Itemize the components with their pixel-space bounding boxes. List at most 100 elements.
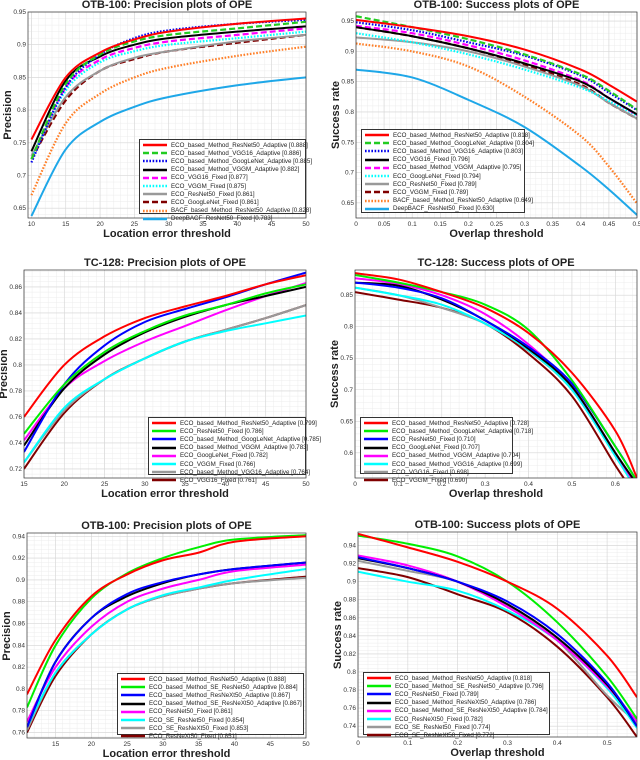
legend-label: ECO_VGG16_Fixed [0.796] [393, 156, 470, 164]
legend-swatch [364, 471, 388, 474]
legend-item: ECO_based_Method_VGG16_Adaptive [0.699] [363, 460, 522, 468]
series-line [27, 561, 306, 728]
legend-swatch [367, 693, 391, 696]
y-tick-label: 0.76 [9, 414, 22, 421]
y-tick-label: 0.85 [341, 79, 354, 86]
legend-swatch [143, 193, 167, 196]
x-tick-label: 0.2 [464, 221, 473, 228]
y-tick-label: 0.84 [343, 633, 356, 640]
legend-swatch [121, 686, 145, 689]
series-line [27, 535, 306, 695]
legend-swatch [365, 174, 389, 178]
legend-item: DeepBACF_ResNet50_Fixed [0.783] [142, 215, 303, 223]
y-tick-label: 0.76 [343, 705, 356, 712]
y-tick-label: 0.8 [345, 109, 354, 116]
x-tick-label: 0.5 [603, 740, 612, 747]
x-tick-label: 40 [222, 481, 230, 488]
series-line [24, 285, 306, 447]
legend-label: ECO_based_Method_GoogLeNet_Adaptive [0.8… [171, 157, 313, 165]
y-tick-label: 0.92 [343, 561, 356, 568]
legend-swatch [152, 454, 176, 458]
x-tick-label: 35 [195, 741, 203, 748]
x-tick-label: 0.1 [403, 740, 412, 747]
y-tick-label: 0.95 [341, 18, 354, 25]
legend-label: ECO_ResNeXt50_Fixed [0.782] [395, 715, 483, 723]
legend-item: ECO_VGG16_Fixed [0.761] [151, 476, 303, 484]
series-line [30, 25, 306, 152]
series-line [355, 274, 637, 478]
x-tick-label: 0.3 [520, 221, 529, 228]
x-tick-label: 0.2 [437, 481, 446, 488]
x-tick-label: 10 [28, 221, 36, 228]
legend-label: ECO_based_Method_SE_ResNet50_Adaptive [0… [395, 682, 544, 690]
legend-item: ECO_VGGM_Fixed [0.766] [151, 460, 303, 468]
legend-swatch [364, 438, 388, 441]
legend-label: ECO_based_Method_VGGM_Adaptive [0.704] [392, 452, 521, 460]
x-tick-label: 15 [20, 481, 28, 488]
legend-item: DeepBACF_ResNet50_Fixed [0.630] [364, 205, 522, 213]
legend-item: ECO_based_Method_ResNet50_Adaptive [0.88… [142, 141, 308, 149]
axes-frame [354, 269, 638, 479]
legend-item: ECO_based_Method_GoogLeNet_Adaptive [0.7… [151, 435, 321, 443]
x-axis-label: Location error threshold [102, 748, 231, 760]
legend-item: ECO_based_Method_ResNet50_Adaptive [0.72… [363, 419, 529, 427]
legend-label: ECO_based_Method_SE_ResNeXt50_Adaptive [… [149, 700, 302, 708]
x-tick-label: 40 [231, 741, 239, 748]
legend-label: ECO_ResNet50_Fixed [0.789] [395, 690, 479, 698]
legend-item: ECO_based_Method_SE_ResNeXt50_Adaptive [… [366, 707, 548, 715]
legend-item: ECO_based_Method_VGG16_Adaptive [0.764] [151, 468, 310, 476]
axes-frame [355, 11, 638, 219]
legend-swatch [143, 160, 167, 163]
series-line [27, 534, 306, 708]
legend-label: ECO_based_Method_GoogLeNet_Adaptive [0.8… [393, 139, 535, 147]
y-tick-label: 0.7 [17, 172, 26, 179]
x-tick-label: 0.15 [434, 221, 447, 228]
x-tick-label: 30 [159, 741, 167, 748]
legend-swatch [364, 479, 388, 482]
legend-swatch [152, 438, 176, 441]
x-tick-label: 0.1 [408, 221, 417, 228]
x-tick-label: 0.5 [632, 221, 640, 228]
legend-item: ECO_based_Method_ResNet50_Adaptive [0.81… [366, 674, 547, 682]
legend-label: ECO_based_Method_GoogLeNet_Adaptive [0.7… [180, 435, 322, 443]
legend-swatch [365, 183, 389, 186]
series-line [30, 27, 306, 160]
legend-label: ECO_VGG16_Fixed [0.698] [392, 468, 469, 476]
legend-label: ECO_VGGM_Fixed [0.875] [171, 182, 246, 190]
legend-item: ECO_based_Method_ResNeXt50_Adaptive [0.7… [366, 699, 547, 707]
legend-item: ECO_based_Method_GoogLeNet_Adaptive [0.8… [142, 157, 312, 165]
legend-item: ECO_based_Method_SE_ResNet50_Adaptive [0… [120, 683, 301, 691]
legend-label: ECO_ResNet50_Fixed [0.710] [392, 435, 476, 443]
y-tick-label: 0.78 [12, 708, 25, 715]
series-line [27, 563, 306, 723]
legend-label: ECO_ResNet50_Fixed [0.861] [171, 190, 255, 198]
chart-title: OTB-100: Success plots of OPE [414, 519, 581, 531]
legend-label: ECO_VGG16_Fixed [0.761] [180, 476, 257, 484]
legend-swatch [143, 209, 167, 212]
x-axis-label: Location error threshold [101, 488, 229, 500]
legend-label: ECO_based_Method_GoogLeNet_Adaptive [0.7… [392, 427, 534, 435]
series-line [30, 76, 306, 217]
legend-item: ECO_VGG16_Fixed [0.698] [363, 468, 510, 476]
x-tick-label: 0.25 [490, 221, 503, 228]
legend-label: ECO_VGGM_Fixed [0.789] [393, 188, 468, 196]
x-axis-label: Overlap threshold [450, 747, 545, 759]
legend-swatch [143, 217, 167, 220]
series-group [24, 271, 306, 470]
y-tick-label: 0.95 [13, 9, 26, 16]
x-tick-label: 0.05 [378, 221, 391, 228]
y-tick-label: 0.82 [9, 336, 22, 343]
x-tick-label: 0 [353, 481, 357, 488]
x-tick-label: 30 [165, 221, 173, 228]
chart-title: OTB-100: Precision plots of OPE [81, 0, 253, 11]
x-tick-label: 50 [302, 481, 310, 488]
legend-item: ECO_ResNet50_Fixed [0.861] [120, 708, 301, 716]
x-tick-label: 0 [354, 221, 358, 228]
y-tick-label: 0.6 [344, 450, 353, 457]
y-tick-label: 0.75 [13, 140, 26, 147]
legend-label: ECO_based_Method_ResNeXt50_Adaptive [0.7… [395, 699, 537, 707]
series-line [356, 42, 637, 205]
legend-label: ECO_based_Method_VGGM_Adaptive [0.882] [171, 166, 300, 174]
legend-swatch [152, 471, 176, 474]
legend-item: ECO_VGGM_Fixed [0.875] [142, 182, 303, 190]
